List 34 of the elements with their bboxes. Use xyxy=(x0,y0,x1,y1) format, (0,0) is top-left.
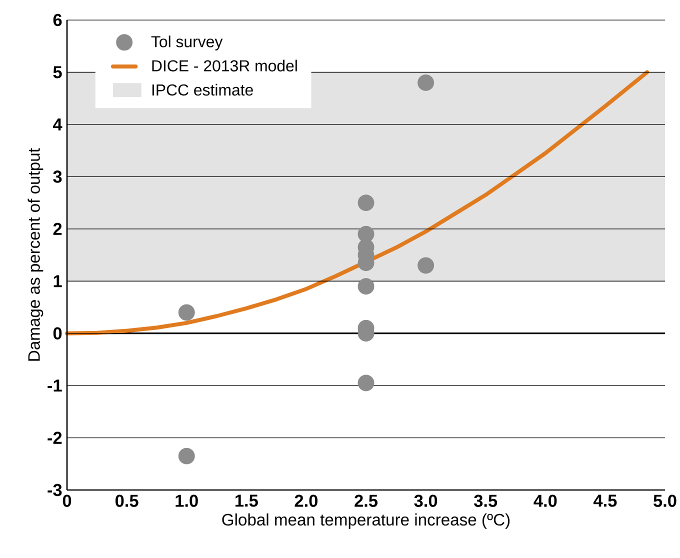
point xyxy=(358,194,374,212)
x-tick-label: 4.0 xyxy=(534,494,557,507)
x-tick-label: 3.5 xyxy=(474,494,498,507)
point xyxy=(418,257,434,274)
x-tick-label: 5.0 xyxy=(654,494,676,507)
x-axis-title: Global mean temperature increase (ºC) xyxy=(222,513,510,529)
point xyxy=(418,74,434,91)
y-tick-label: 5 xyxy=(53,66,62,78)
x-tick-label: 2.0 xyxy=(294,494,318,507)
point xyxy=(358,374,374,392)
x-tick-label: 1.5 xyxy=(236,494,258,507)
y-tick-label: -3 xyxy=(48,484,62,496)
point xyxy=(358,226,374,242)
legend-label: Tol survey xyxy=(151,36,223,50)
y-tick-label: 1 xyxy=(54,275,62,288)
point xyxy=(178,448,195,464)
x-tick-label: 2.5 xyxy=(354,494,378,507)
x-tick-label: 1.0 xyxy=(176,494,198,507)
y-tick-label: -2 xyxy=(48,432,62,444)
x-tick-label: 0.5 xyxy=(116,494,138,507)
legend-label: DICE - 2013R model xyxy=(152,60,297,72)
band-label: IPCC estimate xyxy=(152,84,253,96)
point xyxy=(178,304,195,321)
y-tick-label: 2 xyxy=(53,222,62,235)
y-tick-label: 4 xyxy=(53,118,62,130)
y-tick-label: -1 xyxy=(48,380,62,392)
y-tick-label: 3 xyxy=(53,170,62,183)
x-tick-label: 4.5 xyxy=(593,494,617,507)
point xyxy=(358,278,374,295)
y-tick-label: 0 xyxy=(53,327,62,340)
y-axis-title: Damage as percent of output xyxy=(28,148,44,361)
x-tick-label: 0 xyxy=(62,494,72,507)
y-tick-label: 6 xyxy=(53,14,62,26)
x-tick-label: 3.0 xyxy=(414,494,438,507)
